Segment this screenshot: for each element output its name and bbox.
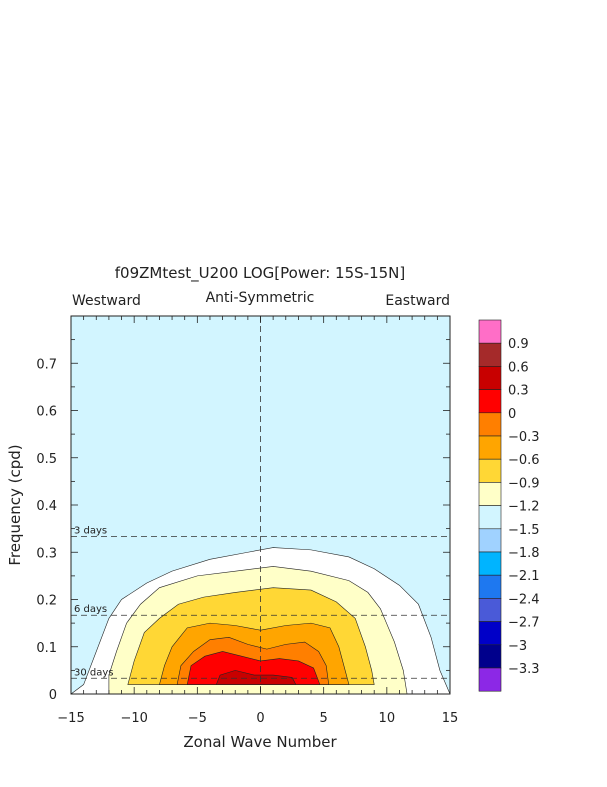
- colorbar-swatch: [478, 389, 502, 414]
- colorbar-swatch: [478, 505, 502, 530]
- y-tick-label: 0.7: [36, 357, 57, 372]
- colorbar-swatch: [478, 551, 502, 576]
- colorbar: 0.9 0.6 0.3 0 −0.3 −0.6 −0.9 −1.2 −1.5 −1.8 −2.1 −2…: [478, 319, 540, 692]
- y-tick-label: 0.3: [36, 546, 57, 561]
- x-tick-label: 10: [379, 711, 396, 726]
- chart-subtitle: Anti-Symmetric: [206, 290, 315, 306]
- eastward-label: Eastward: [385, 293, 450, 309]
- colorbar-swatch: [478, 574, 502, 599]
- colorbar-label: 0.6: [508, 360, 529, 375]
- x-tick-label: 15: [442, 711, 459, 726]
- period-label-0: 3 days: [74, 526, 107, 537]
- x-tick-label: 0: [256, 711, 264, 726]
- colorbar-swatch: [478, 366, 502, 390]
- chart-title: f09ZMtest_U200 LOG[Power: 15S-15N]: [115, 264, 405, 283]
- colorbar-label: −0.3: [508, 430, 540, 445]
- contour-region-10: [215, 670, 297, 685]
- colorbar-label: −0.9: [508, 476, 540, 491]
- x-tick-label: −5: [188, 711, 207, 726]
- colorbar-swatch: [478, 621, 502, 646]
- contour-region-4: [70, 315, 451, 695]
- y-tick-label: 0.6: [36, 405, 57, 420]
- colorbar-label: 0: [508, 407, 516, 422]
- y-tick-label: 0: [49, 688, 57, 703]
- y-tick-label: 0.1: [36, 641, 57, 656]
- colorbar-swatch: [478, 412, 502, 437]
- plot-area: [70, 315, 451, 695]
- colorbar-swatch: [478, 458, 502, 483]
- colorbar-label: −2.7: [508, 616, 540, 631]
- colorbar-swatch: [478, 598, 502, 622]
- period-label-1: 6 days: [74, 604, 107, 615]
- x-tick-label: −10: [120, 711, 147, 726]
- colorbar-swatch: [478, 435, 502, 460]
- colorbar-label: −1.2: [508, 500, 540, 515]
- colorbar-swatch: [478, 342, 502, 367]
- colorbar-label: −3: [508, 639, 527, 654]
- colorbar-swatch: [478, 319, 502, 344]
- period-label-2: 30 days: [74, 667, 114, 678]
- colorbar-label: −3.3: [508, 662, 540, 677]
- colorbar-label: −1.8: [508, 546, 540, 561]
- colorbar-swatch: [478, 528, 502, 553]
- colorbar-label: 0.9: [508, 337, 529, 352]
- colorbar-label: −0.6: [508, 453, 540, 468]
- colorbar-label: −1.5: [508, 523, 540, 538]
- x-tick-label: 5: [320, 711, 328, 726]
- y-tick-label: 0.4: [36, 499, 57, 514]
- colorbar-label: −2.4: [508, 592, 540, 607]
- x-axis-label: Zonal Wave Number: [183, 733, 337, 751]
- x-tick-label: −15: [57, 711, 84, 726]
- colorbar-label: −2.1: [508, 569, 540, 584]
- colorbar-swatch: [478, 644, 502, 669]
- period-lines: 3 days 6 days 30 days: [71, 316, 450, 694]
- westward-label: Westward: [72, 293, 141, 309]
- colorbar-swatch: [478, 667, 502, 692]
- y-tick-label: 0.5: [36, 452, 57, 467]
- colorbar-swatch: [478, 482, 502, 506]
- colorbar-label: 0.3: [508, 384, 529, 399]
- y-axis-label: Frequency (cpd): [6, 444, 24, 565]
- y-tick-label: 0.2: [36, 594, 57, 609]
- axes: −15 −10 −5 0 5 10 15 0 0.1 0.2 0.3 0.4 0.5 0.6 0.7: [36, 315, 459, 726]
